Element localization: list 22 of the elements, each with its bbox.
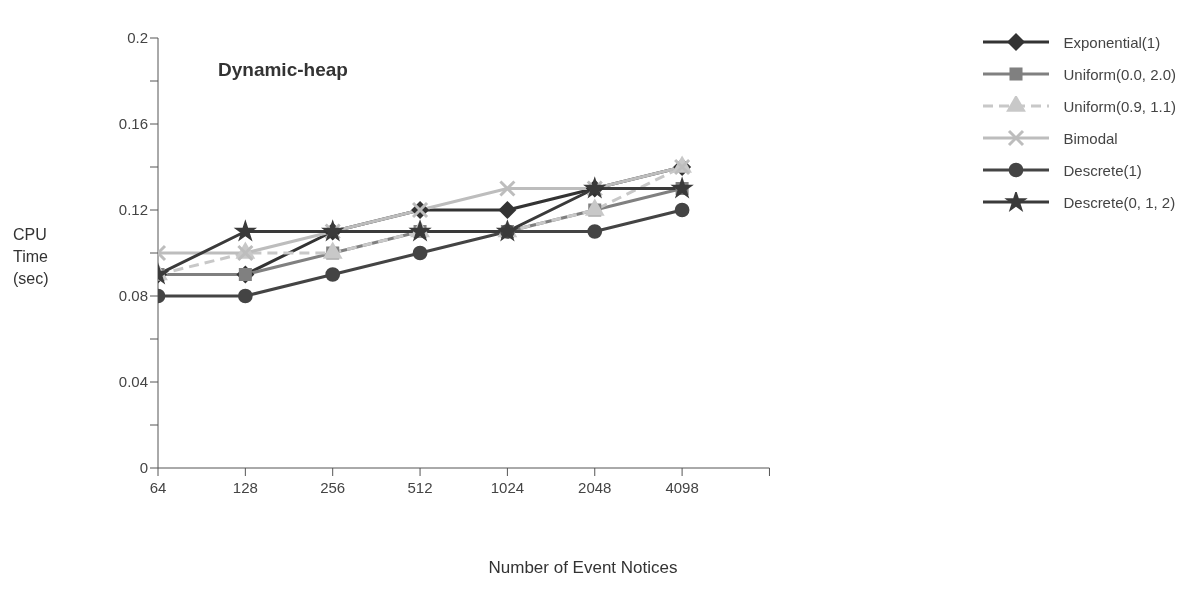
x-tick-label: 1024: [490, 478, 525, 496]
x-tick-label: 64: [149, 478, 167, 496]
y-tick-label: 0.16: [118, 115, 148, 133]
y-tick-label: 0.12: [118, 201, 148, 219]
x-tick-label: 2048: [578, 478, 612, 496]
y-tick-label: 0.04: [118, 373, 148, 391]
y-tick-label: 0.2: [127, 29, 148, 47]
x-tick-label: 512: [407, 478, 433, 496]
y-axis-title: CPU Time (sec): [13, 225, 50, 289]
x-axis-title: Number of Event Notices: [487, 558, 679, 578]
x-tick-label: 128: [232, 478, 258, 496]
legend-label: Bimodal: [1063, 129, 1118, 147]
y-tick-label: 0: [139, 459, 148, 477]
legend-label: Uniform(0.0, 2.0): [1063, 65, 1176, 83]
legend-label: Uniform(0.9, 1.1): [1063, 97, 1176, 115]
legend-label: Descrete(1): [1063, 161, 1142, 179]
text: Dynamic-heap: [218, 59, 348, 80]
x-tick-label: 4098: [665, 478, 699, 496]
legend-label: Exponential(1): [1063, 33, 1161, 51]
legend-label: Descrete(0, 1, 2): [1063, 193, 1176, 211]
x-tick-label: 256: [320, 478, 346, 496]
y-tick-label: 0.08: [118, 287, 148, 305]
